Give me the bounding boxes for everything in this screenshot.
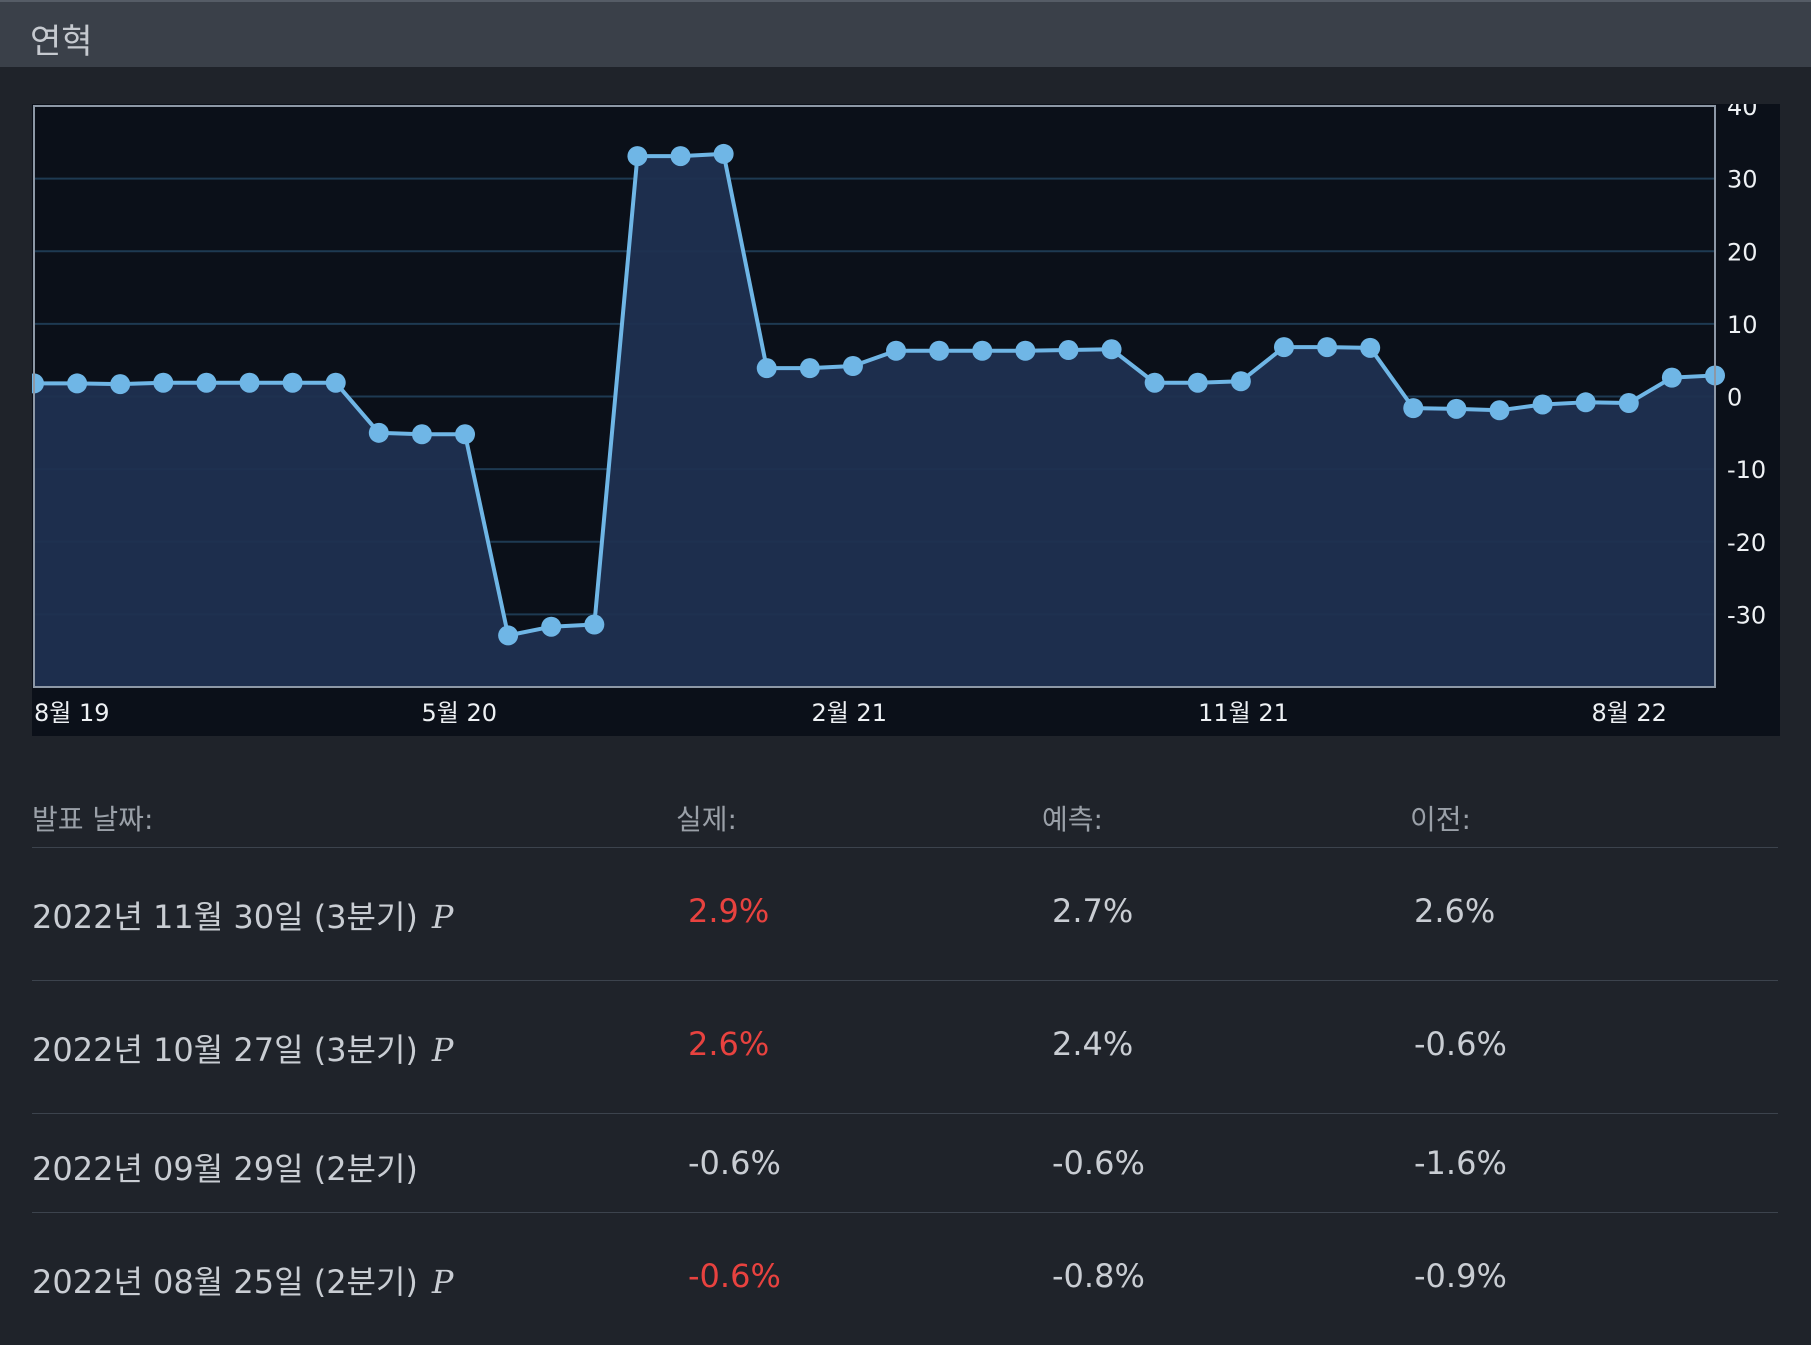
data-point (1144, 372, 1165, 393)
data-point (1575, 392, 1596, 413)
plot-border (33, 105, 1716, 688)
chart-svg: 40 30 20 10 0 -10 -20 -30 8월 19 5월 20 2월 21 11월 21 8… (32, 104, 1766, 727)
release-date-cell: 2022년 11월 30일 (3분기) P (32, 892, 453, 938)
table-header: 발표 날짜: 실제: 예측: 이전: (32, 780, 1778, 848)
actual-value: -0.6% (688, 1144, 781, 1182)
preliminary-marker: P (431, 898, 454, 936)
y-tick-label: 0 (1727, 384, 1742, 412)
data-point (541, 616, 562, 637)
data-point (67, 373, 88, 394)
series-area (34, 153, 1715, 687)
y-tick-label: 30 (1727, 166, 1758, 194)
release-date: 2022년 11월 30일 (3분기) (32, 898, 418, 936)
y-tick-label: 20 (1727, 238, 1758, 266)
release-date-cell: 2022년 09월 29일 (2분기) (32, 1144, 418, 1190)
preliminary-marker: P (431, 1031, 454, 1069)
actual-value: 2.9% (688, 892, 770, 930)
table-row: 2022년 08월 25일 (2분기) P -0.6% -0.8% -0.9% (32, 1213, 1778, 1345)
data-point (153, 372, 174, 393)
data-point (627, 146, 648, 167)
actual-value: 2.6% (688, 1025, 770, 1063)
release-date-cell: 2022년 08월 25일 (2분기) P (32, 1257, 453, 1303)
data-point (756, 358, 777, 379)
data-point (1661, 367, 1682, 388)
y-tick-label: -20 (1727, 529, 1766, 557)
release-date: 2022년 10월 27일 (3분기) (32, 1031, 418, 1069)
forecast-value: 2.4% (1052, 1025, 1134, 1063)
data-point (670, 146, 691, 167)
header-actual: 실제: (676, 803, 737, 836)
header-forecast: 예측: (1042, 803, 1103, 836)
section-title: 연혁 (30, 22, 93, 62)
header-release-date: 발표 날짜: (32, 803, 154, 836)
data-point (282, 372, 303, 393)
data-point (1058, 340, 1079, 361)
data-point (799, 358, 820, 379)
forecast-value: -0.8% (1052, 1257, 1145, 1295)
forecast-value: -0.6% (1052, 1144, 1145, 1182)
preliminary-marker: P (431, 1263, 454, 1301)
data-point (239, 372, 260, 393)
x-tick-label: 2월 21 (811, 699, 887, 727)
actual-value: -0.6% (688, 1257, 781, 1295)
release-date: 2022년 09월 29일 (2분기) (32, 1150, 418, 1188)
previous-value: -0.6% (1414, 1025, 1507, 1063)
data-point (196, 372, 217, 393)
data-point (368, 422, 389, 443)
x-tick-label: 8월 22 (1591, 699, 1667, 727)
data-point (1618, 393, 1639, 414)
data-point (713, 143, 734, 164)
data-point (1273, 337, 1294, 358)
previous-value: -0.9% (1414, 1257, 1507, 1295)
series-line (34, 151, 1716, 638)
y-tick-label: 40 (1727, 104, 1758, 121)
forecast-value: 2.7% (1052, 892, 1134, 930)
data-point (110, 374, 131, 395)
data-point (1317, 337, 1338, 358)
data-point (455, 424, 476, 445)
x-tick-label: 11월 21 (1198, 699, 1289, 727)
x-tick-label: 8월 19 (34, 699, 110, 727)
table-row: 2022년 10월 27일 (3분기) P 2.6% 2.4% -0.6% (32, 981, 1778, 1114)
y-tick-label: -30 (1727, 601, 1766, 629)
data-point (1101, 339, 1122, 360)
data-point (1360, 337, 1381, 358)
section-header: 연혁 (0, 0, 1811, 67)
y-tick-label: -10 (1727, 456, 1766, 484)
data-point (842, 355, 863, 376)
data-point (929, 340, 950, 361)
release-date-cell: 2022년 10월 27일 (3분기) P (32, 1025, 453, 1071)
header-previous: 이전: (1410, 803, 1471, 836)
release-date: 2022년 08월 25일 (2분기) (32, 1263, 418, 1301)
table-row: 2022년 11월 30일 (3분기) P 2.9% 2.7% 2.6% (32, 848, 1778, 981)
data-point (1187, 372, 1208, 393)
x-tick-label: 5월 20 (421, 699, 497, 727)
previous-value: 2.6% (1414, 892, 1496, 930)
data-point (886, 340, 907, 361)
data-point (411, 424, 432, 445)
previous-value: -1.6% (1414, 1144, 1507, 1182)
data-point (972, 340, 993, 361)
data-point (1015, 340, 1036, 361)
data-point (1532, 394, 1553, 415)
data-point (1446, 398, 1467, 419)
data-point (1489, 400, 1510, 421)
table-row: 2022년 09월 29일 (2분기) -0.6% -0.6% -1.6% (32, 1114, 1778, 1213)
data-point (325, 372, 346, 393)
history-chart: 40 30 20 10 0 -10 -20 -30 8월 19 5월 20 2월 21 11월 21 8… (32, 104, 1780, 736)
y-tick-label: 10 (1727, 311, 1758, 339)
data-point (1230, 371, 1251, 392)
data-point (498, 625, 519, 646)
history-table: 발표 날짜: 실제: 예측: 이전: 2022년 11월 30일 (3분기) P … (32, 780, 1778, 1345)
data-point (584, 614, 605, 635)
data-point (1403, 398, 1424, 419)
